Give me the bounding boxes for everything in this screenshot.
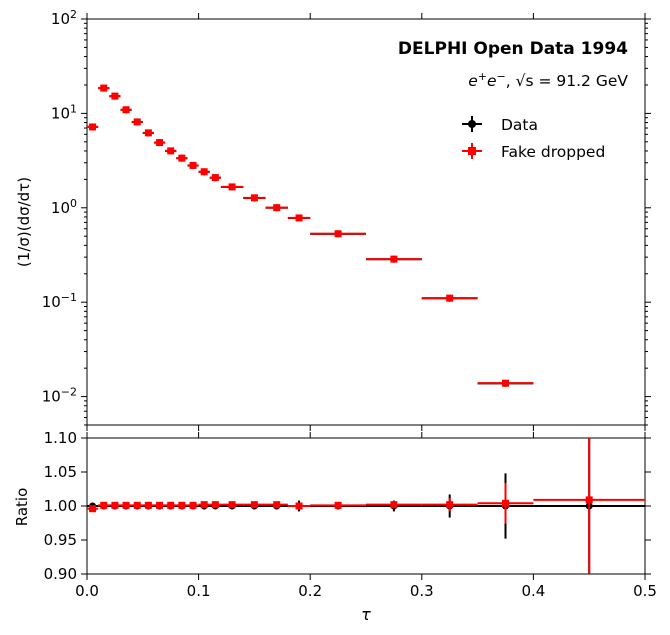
y-tick-label: 10−2 [42, 385, 77, 406]
main-data-marks [87, 84, 534, 387]
ratio-series-fake-dropped [87, 438, 645, 574]
data-point [273, 204, 281, 212]
y-tick-label: 101 [51, 102, 77, 123]
ratio-point [156, 501, 164, 509]
ratio-point [178, 501, 186, 509]
data-point [89, 123, 97, 131]
ratio-point [585, 496, 593, 504]
ratio-point [144, 501, 152, 509]
data-point [111, 92, 119, 100]
ratio-point [89, 505, 97, 513]
ratio-point [211, 501, 219, 509]
x-tick-label: 0.1 [187, 582, 211, 600]
ratio-point [100, 501, 108, 509]
ratio-point [446, 501, 454, 509]
ratio-point [295, 502, 303, 510]
chart-subtitle: e+e−, √s = 91.2 GeV [468, 70, 628, 91]
series-data [87, 84, 534, 387]
chart-title: DELPHI Open Data 1994 [398, 39, 628, 59]
data-point [122, 106, 130, 114]
data-point [133, 118, 141, 126]
ratio-point [334, 501, 342, 509]
data-point [167, 147, 175, 155]
data-point [228, 183, 236, 191]
main-y-ticks: 102 101 100 10−1 10−2 [42, 8, 651, 431]
ratio-y-tick-label: 0.90 [44, 565, 77, 583]
ratio-point [250, 501, 258, 509]
x-tick-label: 0.5 [633, 582, 657, 600]
ratio-point [228, 501, 236, 509]
data-point [178, 154, 186, 162]
ratio-point [167, 501, 175, 509]
main-y-axis-label: (1/σ)(dσ/dτ) [15, 177, 33, 267]
y-tick-label: 100 [51, 196, 77, 217]
series-fake-dropped [87, 84, 534, 387]
x-tick-label: 0.0 [75, 582, 99, 600]
y-tick-label: 10−1 [42, 291, 77, 312]
ratio-point [133, 501, 141, 509]
ratio-y-tick-label: 0.95 [44, 531, 77, 549]
ratio-point [189, 501, 197, 509]
data-point [334, 230, 342, 238]
ratio-point [273, 501, 281, 509]
data-point [250, 194, 258, 202]
ratio-point [111, 501, 119, 509]
ratio-data-marks [87, 438, 645, 574]
data-point [144, 129, 152, 137]
x-tick-label: 0.2 [298, 582, 322, 600]
data-point [446, 294, 454, 302]
data-point [295, 214, 303, 222]
legend-marker-data [462, 116, 482, 132]
ratio-point [122, 501, 130, 509]
legend: Data Fake dropped [462, 116, 605, 161]
y-tick-label: 102 [51, 8, 77, 29]
legend-label-fake-dropped: Fake dropped [501, 143, 605, 161]
ratio-point [390, 501, 398, 509]
x-tick-label: 0.3 [410, 582, 434, 600]
legend-label-data: Data [501, 116, 538, 134]
data-point [200, 168, 208, 176]
legend-marker-fake-dropped [462, 143, 482, 159]
x-tick-label: 0.4 [521, 582, 545, 600]
ratio-y-tick-label: 1.05 [44, 463, 77, 481]
ratio-point [200, 501, 208, 509]
data-point [189, 161, 197, 169]
x-axis-label: τ [361, 605, 371, 624]
data-point [390, 255, 398, 263]
ratio-y-tick-label: 1.10 [44, 429, 77, 447]
data-point [211, 174, 219, 182]
data-point [502, 379, 509, 387]
data-point [156, 139, 164, 147]
ratio-point [502, 499, 509, 507]
ratio-y-tick-label: 1.00 [44, 497, 77, 515]
ratio-y-axis-label: Ratio [13, 488, 31, 527]
data-point [100, 84, 108, 92]
